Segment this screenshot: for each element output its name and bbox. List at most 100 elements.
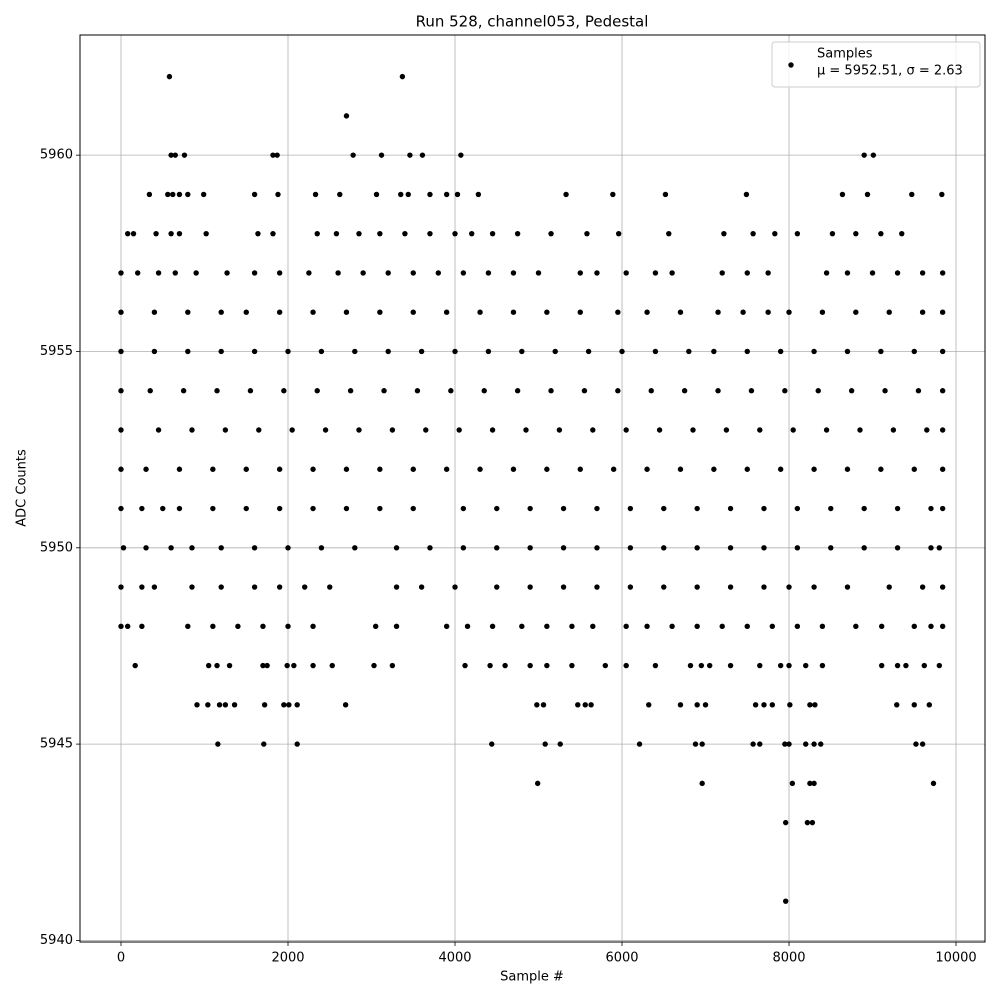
data-point (502, 662, 508, 669)
data-point (552, 348, 558, 355)
data-point (452, 348, 458, 355)
data-point (723, 427, 730, 433)
data-point (251, 545, 258, 551)
data-point (794, 623, 801, 630)
data-point (930, 780, 937, 787)
data-point (939, 348, 946, 355)
grid: 0 2000 4000 6000 8000 10000 5940 5945 5950 5955 59… (40, 35, 985, 966)
data-point (347, 388, 354, 394)
data-point (727, 662, 734, 669)
data-point (189, 545, 195, 551)
data-point (719, 623, 725, 630)
data-point (118, 584, 124, 590)
data-point (514, 230, 521, 237)
data-point (235, 623, 241, 630)
data-point (402, 230, 408, 237)
data-point (911, 623, 917, 630)
data-point (286, 702, 292, 708)
data-point (819, 623, 826, 630)
data-point (210, 466, 216, 472)
data-point (399, 73, 406, 80)
data-point (210, 623, 216, 630)
data-point (544, 623, 550, 630)
data-point (894, 545, 901, 551)
data-point (151, 584, 158, 590)
data-point (911, 466, 917, 472)
data-point (782, 819, 789, 826)
data-point (452, 584, 458, 590)
data-point (535, 270, 542, 276)
data-point (489, 230, 496, 237)
y-tick-label: 5945 (40, 737, 73, 752)
data-point (118, 388, 124, 394)
data-point (765, 270, 771, 276)
data-point (761, 584, 767, 590)
data-point (811, 348, 817, 355)
data-point (343, 505, 350, 512)
x-axis-label: Sample # (500, 970, 564, 985)
data-point (769, 702, 776, 708)
data-point (569, 623, 575, 630)
data-point (519, 623, 525, 630)
data-point (243, 505, 249, 512)
data-point (848, 388, 855, 394)
data-point (844, 584, 851, 590)
data-point (276, 584, 283, 590)
data-point (602, 662, 609, 669)
data-point (939, 505, 946, 512)
x-tick-label: 8000 (772, 951, 805, 966)
data-point (151, 348, 158, 355)
data-point (143, 545, 149, 551)
data-point (636, 741, 643, 747)
data-point (327, 584, 333, 590)
data-point (260, 662, 266, 669)
data-point (310, 662, 316, 669)
data-point (939, 388, 946, 394)
data-point (243, 309, 249, 315)
data-point (686, 348, 692, 355)
data-point (556, 427, 563, 433)
data-point (909, 191, 915, 198)
data-point (264, 662, 270, 669)
data-point (585, 348, 592, 355)
data-point (911, 702, 917, 708)
data-point (777, 466, 784, 472)
data-point (247, 388, 254, 394)
data-point (844, 348, 851, 355)
data-point (652, 270, 659, 276)
data-point (939, 584, 946, 590)
data-point (194, 702, 200, 708)
data-point (939, 427, 946, 433)
data-point (333, 230, 340, 237)
data-point (377, 505, 383, 512)
data-point (752, 702, 759, 708)
data-point (644, 466, 650, 472)
data-point (787, 702, 793, 708)
data-point (385, 348, 391, 355)
data-point (894, 505, 901, 512)
data-point (443, 309, 450, 315)
data-point (809, 819, 816, 826)
data-point (342, 702, 349, 708)
data-point (886, 584, 892, 590)
data-point (623, 270, 629, 276)
data-point (894, 702, 900, 708)
data-point (615, 230, 622, 237)
data-point (519, 348, 525, 355)
data-point (694, 505, 700, 512)
data-point (224, 270, 230, 276)
data-point (652, 348, 659, 355)
data-point (789, 780, 796, 787)
data-point (690, 427, 696, 433)
data-point (590, 623, 596, 630)
data-point (828, 505, 834, 512)
data-point (744, 623, 750, 630)
data-point (782, 898, 789, 904)
data-point (276, 270, 283, 276)
legend-label: Samples (817, 47, 873, 62)
data-point (548, 230, 554, 237)
data-point (377, 466, 383, 472)
data-point (853, 309, 859, 315)
data-point (222, 427, 229, 433)
data-point (481, 388, 487, 394)
